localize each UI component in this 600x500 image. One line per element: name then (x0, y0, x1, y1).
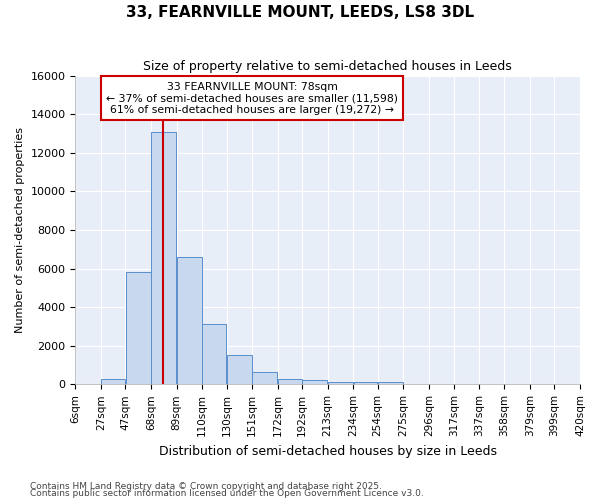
Bar (302, 380, 328, 384)
Title: Size of property relative to semi-detached houses in Leeds: Size of property relative to semi-detach… (143, 60, 512, 73)
Text: 33 FEARNVILLE MOUNT: 78sqm
← 37% of semi-detached houses are smaller (11,598)
61: 33 FEARNVILLE MOUNT: 78sqm ← 37% of semi… (106, 82, 398, 115)
Text: 33, FEARNVILLE MOUNT, LEEDS, LS8 3DL: 33, FEARNVILLE MOUNT, LEEDS, LS8 3DL (126, 5, 474, 20)
Bar (177, 257, 202, 384)
Bar (378, 382, 403, 384)
Bar (202, 324, 226, 384)
Bar (151, 132, 176, 384)
X-axis label: Distribution of semi-detached houses by size in Leeds: Distribution of semi-detached houses by … (159, 444, 497, 458)
Bar (328, 382, 353, 384)
Text: Contains HM Land Registry data © Crown copyright and database right 2025.: Contains HM Land Registry data © Crown c… (30, 482, 382, 491)
Bar (101, 378, 125, 384)
Bar (253, 372, 277, 384)
Text: Contains public sector information licensed under the Open Government Licence v3: Contains public sector information licen… (30, 489, 424, 498)
Bar (125, 272, 151, 384)
Bar (353, 382, 377, 384)
Bar (227, 356, 252, 384)
Bar (278, 379, 302, 384)
Y-axis label: Number of semi-detached properties: Number of semi-detached properties (15, 127, 25, 333)
